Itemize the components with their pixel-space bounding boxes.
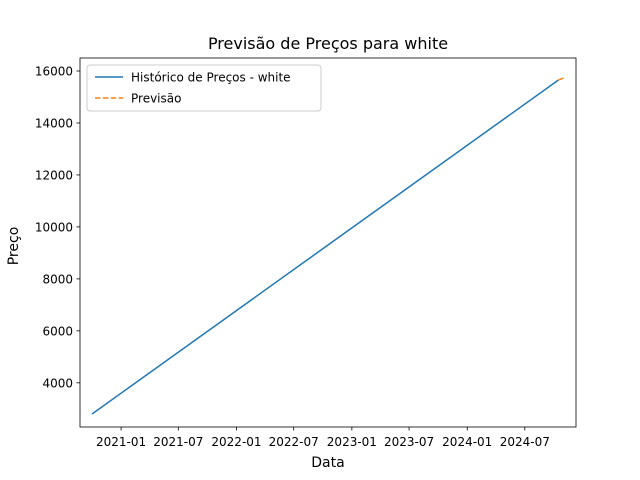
x-tick-label: 2023-01	[327, 435, 377, 449]
y-tick-label: 6000	[42, 324, 73, 338]
legend: Histórico de Preços - white Previsão	[86, 64, 322, 112]
plot-area: 4000 6000 8000 10000 12000 14000 16000 2021-01 2…	[35, 57, 577, 449]
y-tick-label: 4000	[42, 376, 73, 390]
x-tick-label: 2022-07	[269, 435, 319, 449]
x-axis-label: Data	[311, 455, 344, 471]
legend-label-2: Previsão	[131, 92, 181, 106]
legend-label-1: Histórico de Preços - white	[131, 71, 291, 85]
y-tick-label: 12000	[35, 168, 73, 182]
y-tick-label: 10000	[35, 220, 73, 234]
legend-box	[86, 64, 322, 112]
x-tick-label: 2023-07	[384, 435, 434, 449]
x-tick-label: 2022-01	[211, 435, 261, 449]
y-axis-label: Preço	[6, 227, 22, 266]
y-tick-label: 8000	[42, 272, 73, 286]
axes-frame	[79, 57, 577, 428]
x-tick-label: 2024-07	[500, 435, 550, 449]
y-tick-label: 14000	[35, 116, 73, 130]
chart-title: Previsão de Preços para white	[208, 34, 448, 53]
x-tick-label: 2021-07	[153, 435, 203, 449]
x-tick-label: 2024-01	[442, 435, 492, 449]
series-line-2	[558, 76, 566, 81]
series-line-1	[91, 79, 559, 415]
y-tick-label: 16000	[35, 64, 73, 78]
x-tick-label: 2021-01	[96, 435, 146, 449]
